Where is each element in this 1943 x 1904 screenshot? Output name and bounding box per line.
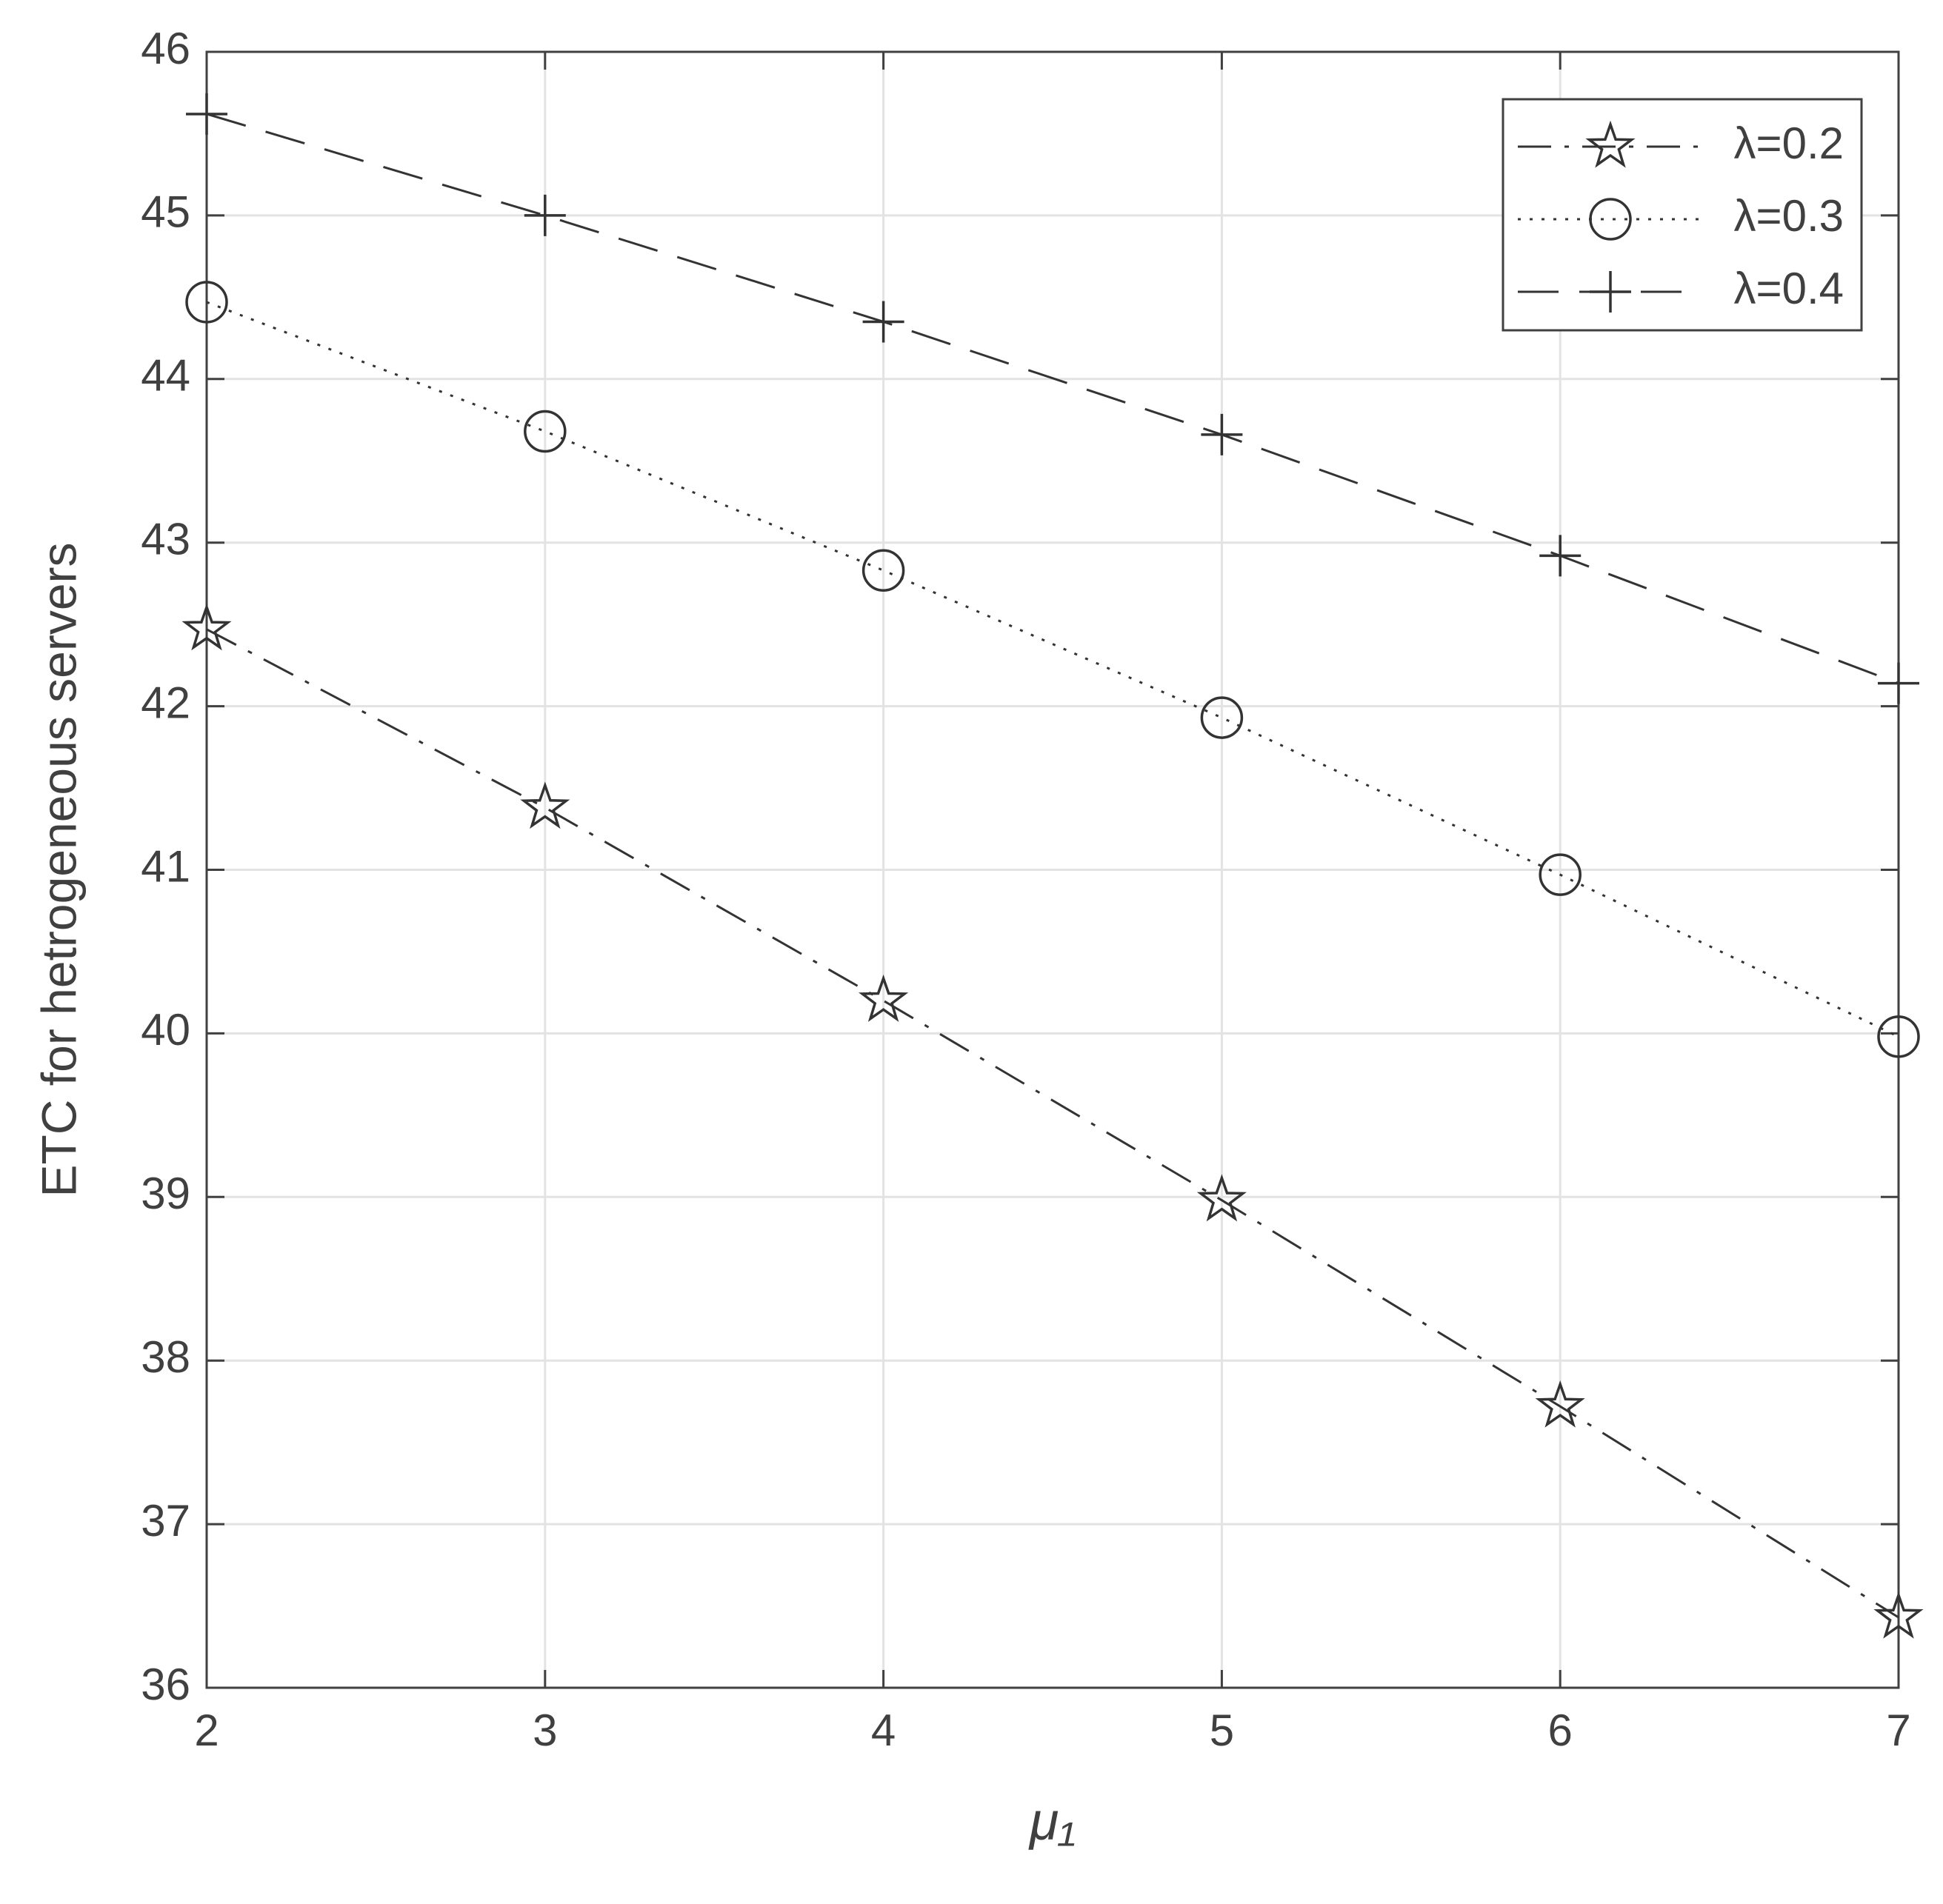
y-tick-label: 43 bbox=[141, 515, 190, 564]
legend-label: λ=0.3 bbox=[1734, 191, 1844, 241]
marker bbox=[181, 603, 232, 651]
marker bbox=[520, 781, 570, 829]
marker bbox=[859, 974, 909, 1022]
y-tick-label: 40 bbox=[141, 1005, 190, 1055]
x-tick-label: 4 bbox=[871, 1706, 896, 1755]
legend-marker bbox=[1589, 198, 1632, 241]
y-tick-label: 41 bbox=[141, 841, 190, 891]
legend-marker bbox=[1585, 120, 1636, 168]
legend-label: λ=0.4 bbox=[1734, 264, 1844, 313]
marker bbox=[1539, 535, 1582, 577]
marker bbox=[1196, 1174, 1247, 1222]
marker bbox=[862, 301, 904, 343]
x-tick-label: 7 bbox=[1886, 1706, 1910, 1755]
marker bbox=[1535, 1380, 1585, 1428]
x-axis-label: μ₁ bbox=[1028, 1792, 1076, 1851]
marker bbox=[1200, 696, 1244, 739]
marker bbox=[1878, 662, 1919, 704]
y-tick-label: 38 bbox=[141, 1332, 190, 1382]
marker bbox=[1873, 1591, 1924, 1639]
legend-marker bbox=[1590, 271, 1631, 313]
marker bbox=[185, 281, 228, 324]
axes-box bbox=[205, 50, 1900, 1689]
legend-label: λ=0.2 bbox=[1734, 118, 1844, 168]
marker bbox=[1877, 1015, 1920, 1058]
x-tick-label: 5 bbox=[1210, 1706, 1234, 1755]
marker bbox=[524, 410, 567, 453]
marker bbox=[861, 549, 905, 592]
y-tick-label: 46 bbox=[141, 24, 190, 73]
y-tick-label: 36 bbox=[141, 1660, 190, 1709]
x-tick-label: 2 bbox=[194, 1706, 219, 1755]
y-tick-label: 45 bbox=[141, 187, 190, 237]
marker bbox=[524, 194, 566, 236]
marker bbox=[1539, 853, 1582, 896]
y-tick-label: 37 bbox=[141, 1496, 190, 1546]
legend-box bbox=[1502, 98, 1863, 332]
x-tick-label: 3 bbox=[533, 1706, 557, 1755]
y-tick-label: 44 bbox=[141, 351, 190, 401]
y-tick-label: 39 bbox=[141, 1169, 190, 1218]
marker bbox=[1201, 413, 1243, 455]
legend: λ=0.2 λ=0.3 λ=0.4 bbox=[1502, 98, 1863, 332]
series-line bbox=[206, 113, 1899, 685]
y-axis-label: ETC for hetrogeneous servers bbox=[31, 542, 86, 1197]
marker bbox=[186, 93, 227, 135]
x-tick-label: 6 bbox=[1548, 1706, 1573, 1755]
series-line bbox=[206, 628, 1899, 1619]
y-tick-label: 42 bbox=[141, 678, 190, 727]
